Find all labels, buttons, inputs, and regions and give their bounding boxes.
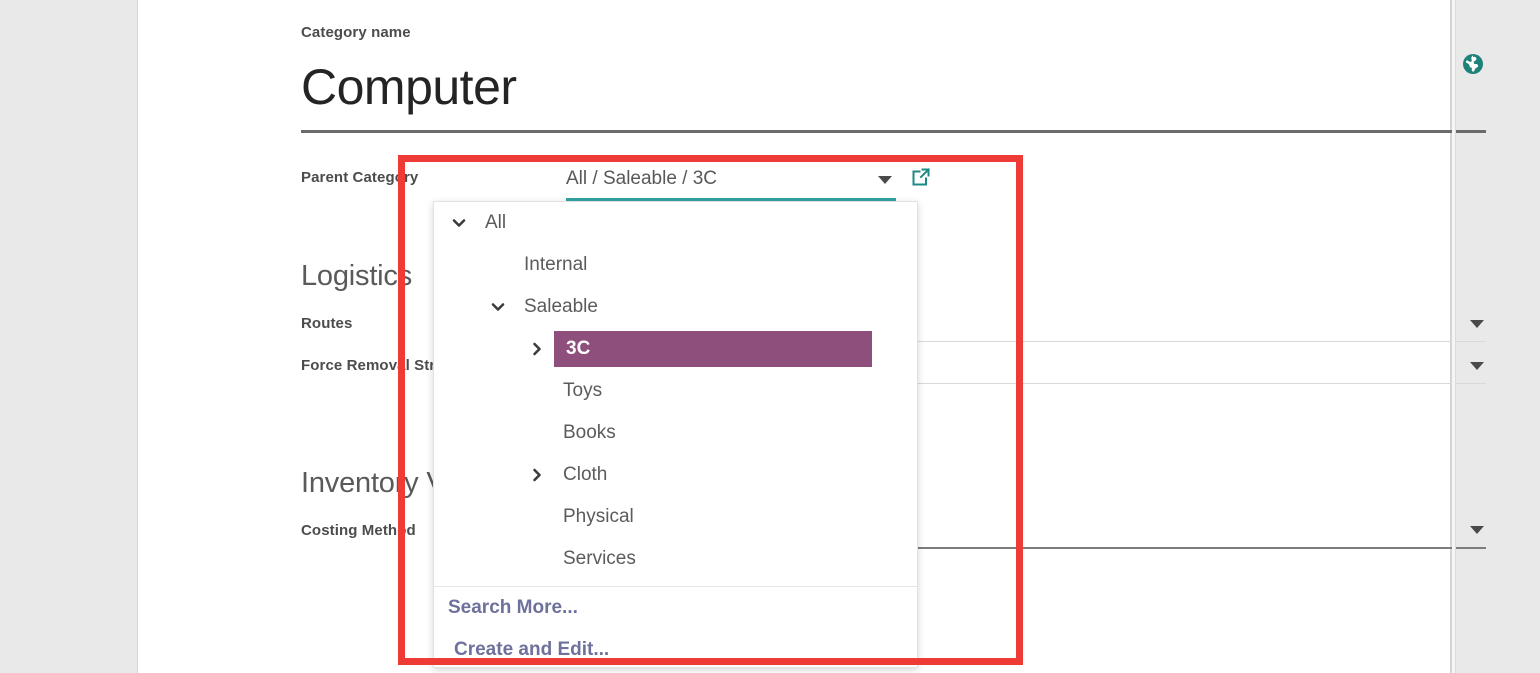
dropdown-footer: Search More... Create and Edit... bbox=[434, 586, 917, 667]
dropdown-option-list: All Internal Saleable 3C Toys Books Cloth Physi… bbox=[434, 202, 917, 580]
chevron-down-icon[interactable] bbox=[448, 212, 470, 234]
parent-category-focus-underline bbox=[566, 198, 896, 201]
chevron-right-icon[interactable] bbox=[526, 464, 548, 486]
chevron-down-icon[interactable] bbox=[1470, 362, 1484, 370]
chevron-right-icon[interactable] bbox=[526, 338, 548, 360]
chevron-down-icon[interactable] bbox=[487, 296, 509, 318]
dropdown-option-label: Cloth bbox=[563, 464, 608, 485]
create-and-edit-link[interactable]: Create and Edit... bbox=[454, 639, 610, 660]
force-removal-strategy-label: Force Removal Strategy bbox=[301, 357, 475, 374]
force-removal-strategy-input-underline[interactable] bbox=[563, 383, 1486, 384]
dropdown-option-label: Internal bbox=[524, 254, 588, 275]
dropdown-option-cloth[interactable]: Cloth bbox=[434, 454, 917, 496]
dropdown-option-label: All bbox=[485, 212, 507, 233]
dropdown-option-label: Toys bbox=[563, 380, 603, 401]
costing-method-input-underline[interactable] bbox=[563, 547, 1486, 549]
parent-category-dropdown[interactable]: All Internal Saleable 3C Toys Books Cloth Physi… bbox=[433, 201, 918, 668]
routes-label: Routes bbox=[301, 315, 353, 332]
sheet-right-edge bbox=[1452, 0, 1456, 673]
dropdown-option-label: 3C bbox=[566, 338, 591, 359]
dropdown-option-books[interactable]: Books bbox=[434, 412, 917, 454]
dropdown-option-label: Books bbox=[563, 422, 616, 443]
page-title[interactable]: Computer bbox=[301, 59, 517, 115]
routes-input-underline[interactable] bbox=[563, 341, 1486, 342]
dropdown-option-label: Saleable bbox=[524, 296, 598, 317]
dropdown-option-saleable[interactable]: Saleable bbox=[434, 286, 917, 328]
costing-method-label: Costing Method bbox=[301, 522, 416, 539]
chevron-down-icon[interactable] bbox=[878, 176, 892, 184]
dropdown-option-all[interactable]: All bbox=[434, 202, 917, 244]
title-divider bbox=[301, 130, 1486, 133]
external-link-icon[interactable] bbox=[910, 166, 932, 188]
chevron-down-icon[interactable] bbox=[1470, 320, 1484, 328]
parent-category-label: Parent Category bbox=[301, 169, 419, 186]
dropdown-option-physical[interactable]: Physical bbox=[434, 496, 917, 538]
section-heading-logistics: Logistics bbox=[301, 260, 413, 292]
chevron-down-icon[interactable] bbox=[1470, 526, 1484, 534]
dropdown-option-label: Services bbox=[563, 548, 636, 569]
dropdown-option-services[interactable]: Services bbox=[434, 538, 917, 580]
search-more-link[interactable]: Search More... bbox=[448, 597, 578, 618]
category-name-label: Category name bbox=[301, 24, 411, 41]
dropdown-option-toys[interactable]: Toys bbox=[434, 370, 917, 412]
dropdown-option-label: Physical bbox=[563, 506, 634, 527]
dropdown-option-internal[interactable]: Internal bbox=[434, 244, 917, 286]
dropdown-option-3c[interactable]: 3C bbox=[434, 328, 917, 370]
globe-icon[interactable] bbox=[1462, 53, 1484, 75]
parent-category-input[interactable]: All / Saleable / 3C bbox=[566, 168, 718, 189]
selection-highlight bbox=[554, 331, 872, 367]
